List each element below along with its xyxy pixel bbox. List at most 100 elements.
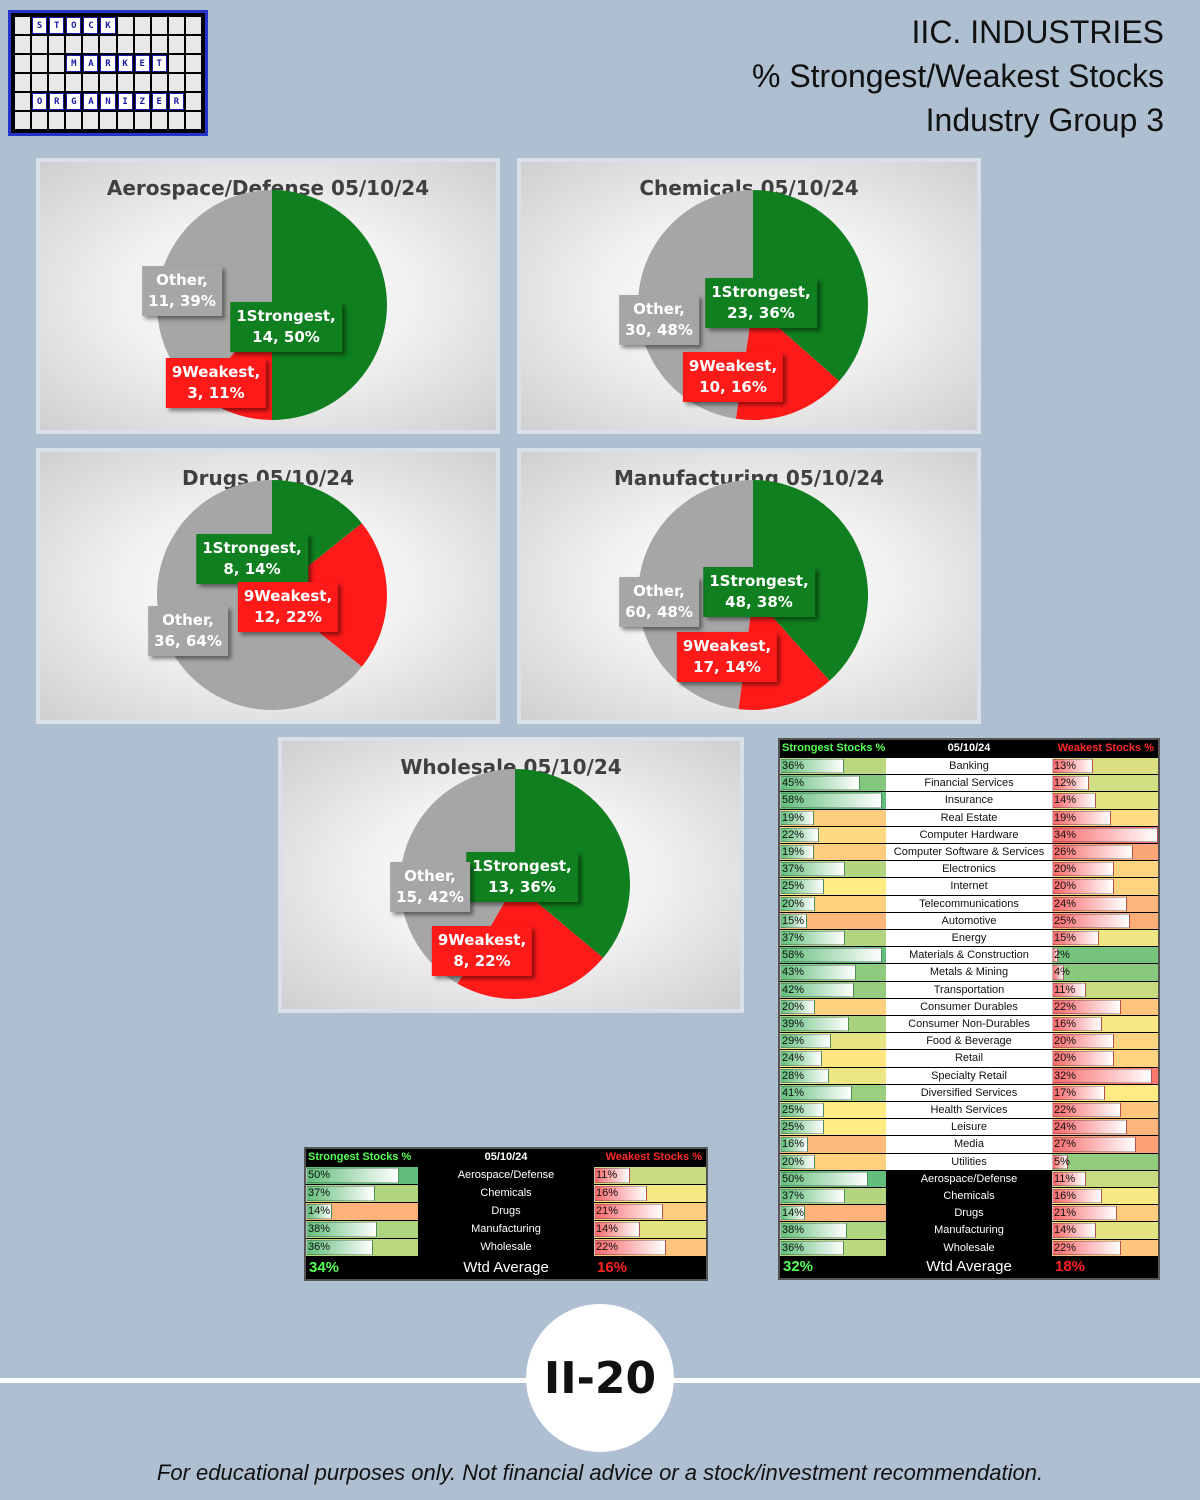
pie-label-value: 12, 22% (254, 608, 322, 626)
industry-name: Automotive (886, 912, 1052, 929)
weighted-average-label: Wtd Average (463, 1259, 549, 1276)
industry-name: Aerospace/Defense (886, 1170, 1052, 1187)
logo-letter: E (151, 93, 167, 110)
pie-label-name: 1Strongest, (236, 307, 336, 325)
weighted-average-strongest: 32% (783, 1258, 814, 1275)
logo-cell (117, 36, 133, 53)
strongest-cell: 37% (780, 1188, 886, 1205)
strongest-cell: 14% (306, 1203, 418, 1220)
logo-cell (134, 17, 150, 34)
weighted-average-label: Wtd Average (926, 1258, 1012, 1275)
logo-letter: R (49, 93, 65, 110)
weakest-cell: 12% (1052, 775, 1158, 792)
strongest-cell: 28% (780, 1067, 886, 1084)
table-row: 41% Diversified Services 17% (780, 1084, 1158, 1102)
strongest-bar (780, 1085, 853, 1100)
weakest-pct: 11% (1054, 1172, 1076, 1185)
weighted-average-weakest: 16% (597, 1259, 628, 1276)
strongest-cell: 29% (780, 1033, 886, 1050)
weakest-pct: 21% (1054, 1207, 1077, 1220)
logo-cell (168, 17, 184, 34)
strongest-bar (306, 1186, 376, 1201)
industry-name: Telecommunications (886, 895, 1052, 912)
weakest-bar (1052, 1034, 1115, 1049)
weakest-pct: 20% (1054, 863, 1077, 876)
strongest-cell: 15% (780, 912, 886, 929)
industry-name: Chemicals (418, 1185, 594, 1202)
logo-cell (32, 74, 48, 91)
logo-cell (49, 55, 65, 72)
logo-cell (168, 74, 184, 91)
logo-cell (15, 112, 31, 129)
industry-name: Media (886, 1136, 1052, 1153)
logo-letter: R (168, 93, 184, 110)
industry-name: Leisure (886, 1119, 1052, 1136)
strongest-pct: 37% (782, 863, 805, 876)
pie-label-value: 15, 42% (396, 888, 464, 906)
logo-letter: N (100, 93, 116, 110)
weakest-bar (1052, 896, 1127, 911)
weakest-pct: 4% (1054, 966, 1070, 979)
weakest-pct: 22% (1054, 1000, 1077, 1013)
weakest-cell: 16% (594, 1185, 706, 1202)
weakest-pct: 16% (1054, 1190, 1077, 1202)
weakest-bar (1052, 1189, 1102, 1204)
logo-cell (151, 74, 167, 91)
strongest-bar (780, 845, 814, 860)
industry-name: Electronics (886, 861, 1052, 878)
weakest-cell: 16% (1052, 1016, 1158, 1033)
pie-label-value: 23, 36% (727, 304, 795, 322)
title-line-3: Industry Group 3 (925, 102, 1164, 138)
pie-label-1strongest: 1Strongest, 8, 14% (196, 534, 308, 584)
strongest-pct: 20% (782, 1155, 805, 1168)
weakest-cell: 20% (1052, 861, 1158, 878)
pie-label-value: 8, 22% (453, 952, 511, 970)
strongest-header: Strongest Stocks % (782, 742, 886, 754)
table-row: 16% Media 27% (780, 1136, 1158, 1153)
strongest-pct: 45% (782, 777, 805, 790)
strongest-bar (780, 931, 846, 946)
weakest-bar (1052, 1154, 1068, 1169)
weakest-bar (1052, 948, 1059, 963)
pie-label-name: 1Strongest, (472, 857, 572, 875)
weakest-bar (1052, 845, 1134, 860)
title-line-2: % Strongest/Weakest Stocks (751, 58, 1164, 94)
strongest-cell: 36% (780, 1239, 886, 1256)
weakest-pct: 22% (1054, 1241, 1077, 1254)
weakest-bar (1052, 1206, 1118, 1221)
weakest-header: Weakest Stocks % (605, 1151, 702, 1163)
strongest-cell: 25% (780, 878, 886, 895)
table-row: 37% Energy 15% (780, 930, 1158, 947)
strongest-cell: 20% (780, 1153, 886, 1170)
weakest-pct: 22% (1054, 1104, 1077, 1116)
pie-label-9weakest: 9Weakest, 8, 22% (431, 926, 533, 976)
table-row: 28% Specialty Retail 32% (780, 1067, 1158, 1085)
weakest-bar (1052, 1120, 1127, 1135)
weakest-cell: 25% (1052, 912, 1158, 929)
strongest-cell: 20% (780, 998, 886, 1015)
table-row: 14% Drugs 21% (306, 1203, 706, 1221)
logo-letter: R (100, 55, 116, 72)
strongest-bar (306, 1204, 333, 1219)
strongest-pct: 16% (782, 1138, 805, 1151)
weakest-cell: 2% (1052, 947, 1158, 964)
pie-panel-manufacturing: Manufacturing 05/10/24 1Strongest, 48, 38… (517, 448, 981, 724)
all-industries-table: Strongest Stocks % 05/10/24 Weakest Stocks… (778, 738, 1160, 1280)
weakest-bar (594, 1186, 647, 1201)
strongest-pct: 37% (782, 932, 805, 944)
weakest-cell: 34% (1052, 826, 1158, 843)
strongest-cell: 43% (780, 964, 886, 981)
logo-letter: G (66, 93, 82, 110)
table-row: 25% Health Services 22% (780, 1102, 1158, 1119)
strongest-cell: 58% (780, 792, 886, 809)
strongest-cell: 24% (780, 1050, 886, 1067)
weakest-cell: 26% (1052, 844, 1158, 861)
logo-letter: K (117, 55, 133, 72)
weakest-pct: 20% (1054, 1052, 1077, 1065)
table-row: 25% Internet 20% (780, 878, 1158, 895)
weakest-bar (1052, 1171, 1087, 1186)
logo-cell (117, 74, 133, 91)
weakest-cell: 19% (1052, 809, 1158, 826)
page-title: IIC. INDUSTRIES % Strongest/Weakest Stoc… (752, 10, 1164, 142)
